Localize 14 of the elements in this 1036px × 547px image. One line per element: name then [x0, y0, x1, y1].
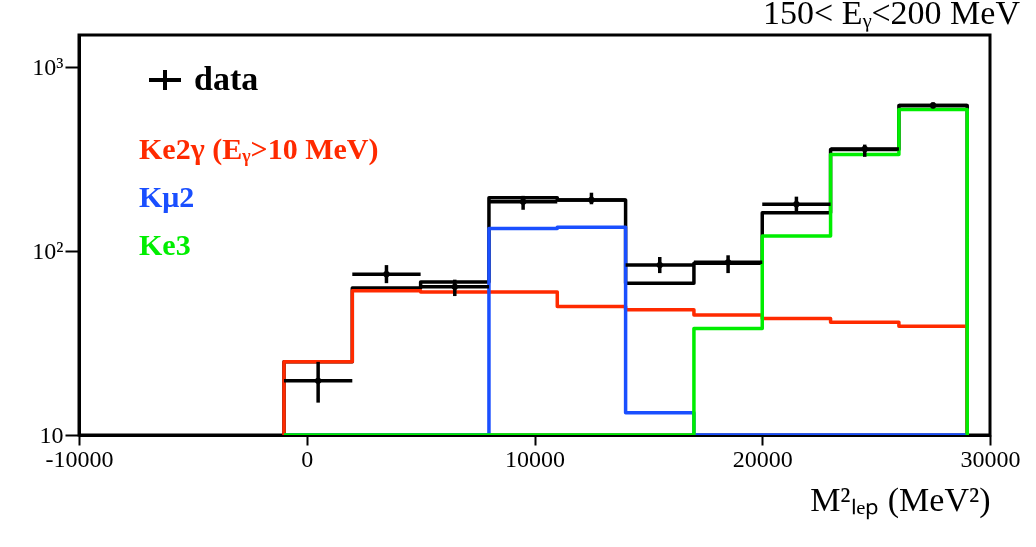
x-tick-label: 0: [301, 445, 314, 472]
y-tick-label: 10³: [32, 53, 64, 80]
legend-label: data: [194, 60, 259, 97]
x-axis-title: M²ₗₑₚ (MeV²): [810, 480, 991, 520]
y-tick-label: 10: [39, 421, 64, 448]
x-tick-label: 10000: [505, 445, 565, 472]
x-tick-label: 20000: [732, 445, 793, 472]
text: Ke3: [139, 228, 191, 261]
x-tick-label: 30000: [960, 445, 1021, 472]
text: Ke2γ (Eᵧ>10 MeV): [139, 132, 379, 166]
chart-title: 150< Eᵧ<200 MeV: [762, 0, 1021, 32]
y-tick-label: 10²: [32, 237, 64, 264]
text: Kμ2: [139, 180, 195, 213]
x-tick-label: -10000: [45, 445, 114, 472]
